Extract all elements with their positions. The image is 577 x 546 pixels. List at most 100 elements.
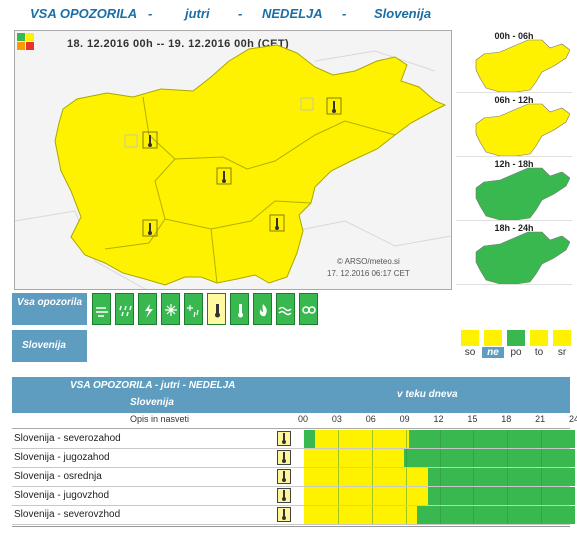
day-warning-0[interactable] (461, 330, 479, 346)
title-separator: - (238, 6, 243, 21)
region-name: Slovenija - jugozahod (14, 452, 110, 463)
issue-timestamp: 17. 12.2016 06:17 CET (327, 269, 410, 278)
period-map-0[interactable]: 00h - 06h (456, 30, 572, 93)
column-description: Opis in nasveti (130, 414, 190, 424)
timeline-gridline (439, 487, 441, 505)
warning-timeline (304, 487, 575, 505)
table-row[interactable]: Slovenija - osrednja (12, 468, 575, 487)
thermometer-glyph (282, 452, 286, 463)
snow-rain-icon[interactable] (184, 293, 203, 325)
timeline-gridline (439, 506, 441, 524)
period-map-2[interactable]: 12h - 18h (456, 158, 572, 221)
forest-fire-icon[interactable] (253, 293, 272, 325)
snow-icon[interactable] (161, 293, 180, 325)
flood-icon[interactable] (276, 293, 295, 325)
timeline-gridline (473, 487, 475, 505)
warning-timeline (304, 506, 575, 524)
no-warning-period (304, 430, 316, 448)
timeline-gridline (337, 430, 339, 448)
high-temperature-icon[interactable] (277, 488, 291, 503)
period-label: 12h - 18h (494, 159, 534, 169)
period-map-shape (475, 167, 570, 220)
warning-timeline (304, 449, 575, 467)
timeline-gridline (405, 468, 407, 486)
hour-label: 15 (467, 414, 478, 424)
timeline-gridline (371, 468, 373, 486)
high-temperature-icon[interactable] (207, 293, 226, 325)
table-row[interactable]: Slovenija - jugovzhod (12, 487, 575, 506)
timeline-gridline (371, 506, 373, 524)
low-temperature-icon[interactable] (230, 293, 249, 325)
table-header: VSA OPOZORILA - jutri - NEDELJA Slovenij… (12, 377, 570, 413)
warning-map[interactable]: 18. 12.2016 00h -- 19. 12.2016 00h (CET) (14, 30, 452, 290)
table-row[interactable]: Slovenija - jugozahod (12, 449, 575, 468)
timeline-gridline (439, 430, 441, 448)
period-map-1[interactable]: 06h - 12h (456, 94, 572, 157)
hour-label: 00 (298, 414, 309, 424)
region-label: Slovenija (12, 330, 87, 362)
table-bottom-border (12, 526, 570, 527)
day-warning-3[interactable] (530, 330, 548, 346)
slovenia-map (15, 44, 451, 289)
high-temperature-icon[interactable] (277, 450, 291, 465)
thunderstorm-icon[interactable] (138, 293, 157, 325)
high-temperature-icon[interactable] (277, 469, 291, 484)
period-label: 18h - 24h (494, 223, 534, 233)
day-label-3[interactable]: to (534, 347, 544, 358)
day-label-1[interactable]: ne (482, 347, 504, 358)
timeline-gridline (337, 449, 339, 467)
warning-timeline (304, 430, 575, 448)
table-row[interactable]: Slovenija - severovzhod (12, 506, 575, 525)
snow-icon-glyph (165, 304, 177, 316)
day-label-4[interactable]: sr (557, 347, 567, 358)
hour-label: 03 (331, 414, 342, 424)
high-temperature-icon[interactable] (277, 431, 291, 446)
period-label: 06h - 12h (494, 95, 534, 105)
timeline-gridline (337, 468, 339, 486)
timeline-gridline (405, 506, 407, 524)
thermometer-glyph (282, 490, 286, 501)
table-subtitle: Slovenija (130, 397, 174, 408)
avalanche-icon[interactable] (299, 293, 318, 325)
region-name: Slovenija - severozahod (14, 433, 121, 444)
timeline-gridline (473, 506, 475, 524)
period-map-shape (475, 231, 570, 284)
timeline-gridline (371, 449, 373, 467)
warning-timeline (304, 468, 575, 486)
rain-icon-glyph (119, 305, 132, 317)
region-label-text: Slovenija (22, 340, 66, 351)
timeline-gridline (405, 430, 407, 448)
timeline-gridline (541, 430, 543, 448)
timeline-gridline (371, 487, 373, 505)
yellow-warning-period (304, 487, 429, 505)
day-warning-4[interactable] (553, 330, 571, 346)
day-label-2[interactable]: po (510, 347, 522, 358)
hour-label: 09 (399, 414, 410, 424)
timeline-gridline (405, 487, 407, 505)
high-temperature-icon[interactable] (277, 507, 291, 522)
day-warning-1[interactable] (484, 330, 502, 346)
forest-fire-icon-glyph (259, 304, 267, 317)
wind-icon[interactable] (92, 293, 111, 325)
snow-rain-icon-glyph (187, 305, 199, 318)
all-warnings-text: Vsa opozorila (16, 297, 82, 308)
day-label-0[interactable]: so (464, 347, 476, 358)
period-label: 00h - 06h (494, 31, 534, 41)
yellow-warning-period (304, 506, 417, 524)
timeline-gridline (541, 487, 543, 505)
timeline-gridline (371, 430, 373, 448)
date-range: 18. 12.2016 00h -- 19. 12.2016 00h (CET) (67, 38, 290, 50)
hour-label: 18 (501, 414, 512, 424)
yellow-warning-period (304, 430, 409, 448)
table-row[interactable]: Slovenija - severozahod (12, 430, 575, 449)
rain-icon[interactable] (115, 293, 134, 325)
period-map-3[interactable]: 18h - 24h (456, 222, 572, 285)
timeline-gridline (439, 468, 441, 486)
thunderstorm-icon-glyph (145, 304, 153, 318)
yellow-warning-period (304, 449, 405, 467)
day-warning-2[interactable] (507, 330, 525, 346)
hours-header: Opis in nasveti 00 03 06 09 12 15 18 21 24 (12, 413, 577, 429)
wind-icon-glyph (96, 307, 108, 317)
period-map-shape (475, 39, 570, 92)
timeline-gridline (507, 487, 509, 505)
